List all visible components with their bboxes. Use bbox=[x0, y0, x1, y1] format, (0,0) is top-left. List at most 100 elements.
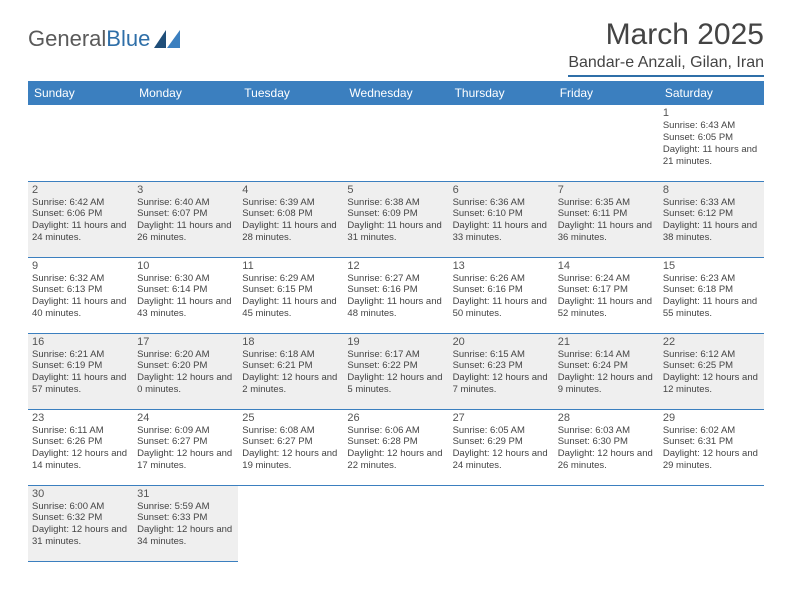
daylight-text: Daylight: 12 hours and 31 minutes. bbox=[32, 524, 129, 548]
calendar-day-cell: 16Sunrise: 6:21 AMSunset: 6:19 PMDayligh… bbox=[28, 333, 133, 409]
daylight-text: Daylight: 12 hours and 7 minutes. bbox=[453, 372, 550, 396]
calendar-day-cell: 10Sunrise: 6:30 AMSunset: 6:14 PMDayligh… bbox=[133, 257, 238, 333]
daylight-text: Daylight: 11 hours and 24 minutes. bbox=[32, 220, 129, 244]
sunrise-text: Sunrise: 6:00 AM bbox=[32, 501, 129, 513]
sunrise-text: Sunrise: 6:30 AM bbox=[137, 273, 234, 285]
calendar-table: Sunday Monday Tuesday Wednesday Thursday… bbox=[28, 81, 764, 562]
daylight-text: Daylight: 12 hours and 17 minutes. bbox=[137, 448, 234, 472]
day-number: 8 bbox=[663, 184, 760, 196]
calendar-day-cell: 25Sunrise: 6:08 AMSunset: 6:27 PMDayligh… bbox=[238, 409, 343, 485]
sunset-text: Sunset: 6:16 PM bbox=[453, 284, 550, 296]
calendar-week-row: 1Sunrise: 6:43 AMSunset: 6:05 PMDaylight… bbox=[28, 105, 764, 181]
calendar-week-row: 16Sunrise: 6:21 AMSunset: 6:19 PMDayligh… bbox=[28, 333, 764, 409]
day-number: 15 bbox=[663, 260, 760, 272]
daylight-text: Daylight: 11 hours and 21 minutes. bbox=[663, 144, 760, 168]
calendar-week-row: 30Sunrise: 6:00 AMSunset: 6:32 PMDayligh… bbox=[28, 485, 764, 561]
sunset-text: Sunset: 6:05 PM bbox=[663, 132, 760, 144]
day-number: 22 bbox=[663, 336, 760, 348]
day-number: 24 bbox=[137, 412, 234, 424]
calendar-day-cell: 3Sunrise: 6:40 AMSunset: 6:07 PMDaylight… bbox=[133, 181, 238, 257]
calendar-day-cell bbox=[554, 105, 659, 181]
day-number: 3 bbox=[137, 184, 234, 196]
sunrise-text: Sunrise: 6:40 AM bbox=[137, 197, 234, 209]
sunset-text: Sunset: 6:19 PM bbox=[32, 360, 129, 372]
sunset-text: Sunset: 6:18 PM bbox=[663, 284, 760, 296]
day-number: 4 bbox=[242, 184, 339, 196]
day-number: 20 bbox=[453, 336, 550, 348]
calendar-day-cell: 24Sunrise: 6:09 AMSunset: 6:27 PMDayligh… bbox=[133, 409, 238, 485]
sunset-text: Sunset: 6:20 PM bbox=[137, 360, 234, 372]
day-number: 13 bbox=[453, 260, 550, 272]
sunset-text: Sunset: 6:23 PM bbox=[453, 360, 550, 372]
sunset-text: Sunset: 6:17 PM bbox=[558, 284, 655, 296]
sunset-text: Sunset: 6:31 PM bbox=[663, 436, 760, 448]
sunset-text: Sunset: 6:26 PM bbox=[32, 436, 129, 448]
daylight-text: Daylight: 11 hours and 55 minutes. bbox=[663, 296, 760, 320]
daylight-text: Daylight: 12 hours and 22 minutes. bbox=[347, 448, 444, 472]
day-info: Sunrise: 6:30 AMSunset: 6:14 PMDaylight:… bbox=[137, 273, 234, 321]
daylight-text: Daylight: 12 hours and 5 minutes. bbox=[347, 372, 444, 396]
day-number: 5 bbox=[347, 184, 444, 196]
sunrise-text: Sunrise: 6:32 AM bbox=[32, 273, 129, 285]
sunset-text: Sunset: 6:27 PM bbox=[137, 436, 234, 448]
sunset-text: Sunset: 6:07 PM bbox=[137, 208, 234, 220]
day-info: Sunrise: 6:00 AMSunset: 6:32 PMDaylight:… bbox=[32, 501, 129, 549]
sunrise-text: Sunrise: 6:43 AM bbox=[663, 120, 760, 132]
sunrise-text: Sunrise: 6:11 AM bbox=[32, 425, 129, 437]
calendar-day-cell: 11Sunrise: 6:29 AMSunset: 6:15 PMDayligh… bbox=[238, 257, 343, 333]
sunrise-text: Sunrise: 6:05 AM bbox=[453, 425, 550, 437]
calendar-week-row: 23Sunrise: 6:11 AMSunset: 6:26 PMDayligh… bbox=[28, 409, 764, 485]
calendar-day-cell: 31Sunrise: 5:59 AMSunset: 6:33 PMDayligh… bbox=[133, 485, 238, 561]
sunset-text: Sunset: 6:13 PM bbox=[32, 284, 129, 296]
sunrise-text: Sunrise: 6:08 AM bbox=[242, 425, 339, 437]
calendar-day-cell bbox=[238, 105, 343, 181]
calendar-day-cell bbox=[449, 485, 554, 561]
day-number: 25 bbox=[242, 412, 339, 424]
daylight-text: Daylight: 11 hours and 45 minutes. bbox=[242, 296, 339, 320]
month-title: March 2025 bbox=[568, 18, 764, 52]
sunset-text: Sunset: 6:15 PM bbox=[242, 284, 339, 296]
day-info: Sunrise: 6:27 AMSunset: 6:16 PMDaylight:… bbox=[347, 273, 444, 321]
daylight-text: Daylight: 11 hours and 52 minutes. bbox=[558, 296, 655, 320]
daylight-text: Daylight: 12 hours and 26 minutes. bbox=[558, 448, 655, 472]
calendar-day-cell: 30Sunrise: 6:00 AMSunset: 6:32 PMDayligh… bbox=[28, 485, 133, 561]
calendar-day-cell: 12Sunrise: 6:27 AMSunset: 6:16 PMDayligh… bbox=[343, 257, 448, 333]
sunrise-text: Sunrise: 6:39 AM bbox=[242, 197, 339, 209]
sunrise-text: Sunrise: 5:59 AM bbox=[137, 501, 234, 513]
calendar-day-cell: 6Sunrise: 6:36 AMSunset: 6:10 PMDaylight… bbox=[449, 181, 554, 257]
day-info: Sunrise: 6:24 AMSunset: 6:17 PMDaylight:… bbox=[558, 273, 655, 321]
sunset-text: Sunset: 6:33 PM bbox=[137, 512, 234, 524]
sunrise-text: Sunrise: 6:20 AM bbox=[137, 349, 234, 361]
calendar-day-cell: 8Sunrise: 6:33 AMSunset: 6:12 PMDaylight… bbox=[659, 181, 764, 257]
weekday-header: Tuesday bbox=[238, 81, 343, 105]
day-info: Sunrise: 6:42 AMSunset: 6:06 PMDaylight:… bbox=[32, 197, 129, 245]
calendar-day-cell: 1Sunrise: 6:43 AMSunset: 6:05 PMDaylight… bbox=[659, 105, 764, 181]
day-info: Sunrise: 6:43 AMSunset: 6:05 PMDaylight:… bbox=[663, 120, 760, 168]
day-number: 29 bbox=[663, 412, 760, 424]
calendar-day-cell: 5Sunrise: 6:38 AMSunset: 6:09 PMDaylight… bbox=[343, 181, 448, 257]
sunrise-text: Sunrise: 6:02 AM bbox=[663, 425, 760, 437]
calendar-day-cell bbox=[343, 485, 448, 561]
calendar-day-cell: 13Sunrise: 6:26 AMSunset: 6:16 PMDayligh… bbox=[449, 257, 554, 333]
daylight-text: Daylight: 12 hours and 14 minutes. bbox=[32, 448, 129, 472]
sunrise-text: Sunrise: 6:09 AM bbox=[137, 425, 234, 437]
daylight-text: Daylight: 11 hours and 48 minutes. bbox=[347, 296, 444, 320]
day-info: Sunrise: 6:38 AMSunset: 6:09 PMDaylight:… bbox=[347, 197, 444, 245]
day-number: 7 bbox=[558, 184, 655, 196]
sunrise-text: Sunrise: 6:03 AM bbox=[558, 425, 655, 437]
sunrise-text: Sunrise: 6:14 AM bbox=[558, 349, 655, 361]
calendar-day-cell bbox=[659, 485, 764, 561]
sunrise-text: Sunrise: 6:12 AM bbox=[663, 349, 760, 361]
daylight-text: Daylight: 12 hours and 9 minutes. bbox=[558, 372, 655, 396]
daylight-text: Daylight: 11 hours and 36 minutes. bbox=[558, 220, 655, 244]
sunrise-text: Sunrise: 6:23 AM bbox=[663, 273, 760, 285]
logo: GeneralBlue bbox=[28, 18, 180, 52]
day-number: 19 bbox=[347, 336, 444, 348]
day-number: 12 bbox=[347, 260, 444, 272]
day-number: 28 bbox=[558, 412, 655, 424]
daylight-text: Daylight: 11 hours and 43 minutes. bbox=[137, 296, 234, 320]
calendar-week-row: 9Sunrise: 6:32 AMSunset: 6:13 PMDaylight… bbox=[28, 257, 764, 333]
sunrise-text: Sunrise: 6:26 AM bbox=[453, 273, 550, 285]
sunset-text: Sunset: 6:27 PM bbox=[242, 436, 339, 448]
day-info: Sunrise: 6:11 AMSunset: 6:26 PMDaylight:… bbox=[32, 425, 129, 473]
